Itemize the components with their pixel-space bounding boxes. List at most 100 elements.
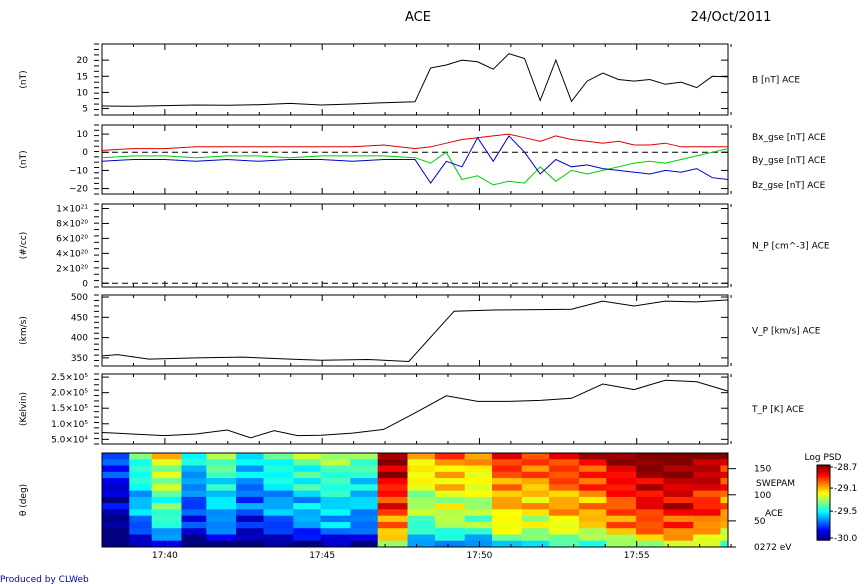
- heatmap-cell: [693, 496, 721, 504]
- heatmap-cell: [377, 465, 408, 473]
- heatmap-cell: [663, 503, 694, 510]
- colorbar-swatch: [817, 512, 830, 515]
- heatmap-cell: [407, 521, 436, 529]
- heatmap-cell: [293, 459, 322, 467]
- colorbar-swatch: [817, 483, 830, 486]
- panel-tp: 5.0×10⁴ 1.0×10⁵ 1.5×10⁵ 2.0×10⁵ 2.5×10⁵ (Kelv…: [19, 373, 804, 445]
- heatmap-cell: [263, 471, 294, 479]
- heatmap-cell: [320, 496, 351, 504]
- heatmap-cell: [293, 465, 322, 473]
- panel-vp-ytick-label: 350: [71, 354, 88, 364]
- heatmap-cell: [263, 496, 294, 504]
- heatmap-cell: [434, 528, 466, 535]
- heatmap-cell: [293, 534, 322, 542]
- panel-tp-series-line-0: [101, 379, 729, 439]
- heatmap-cell: [293, 478, 322, 485]
- panel-b-components-frame: [101, 124, 729, 195]
- heatmap-cell: [434, 540, 466, 548]
- heatmap-cell: [129, 534, 153, 542]
- heatmap-cell: [636, 528, 664, 535]
- heatmap-cell: [102, 478, 130, 485]
- panel-vp-frame: [101, 294, 729, 367]
- panel-swepam: 150 100 50 0272 eV SWEPAM ACE θ (deg): [19, 452, 795, 553]
- colorbar-swatch: [817, 532, 830, 535]
- heatmap-cell: [206, 478, 237, 485]
- heatmap-side-label-ace: ACE: [765, 509, 783, 519]
- heatmap-cell: [151, 465, 182, 473]
- heatmap-cell: [236, 459, 264, 467]
- colorbar-swatch: [817, 506, 830, 509]
- heatmap-cell: [350, 528, 379, 535]
- heatmap-cell: [181, 478, 207, 485]
- heatmap-cell: [636, 534, 664, 542]
- heatmap-cell: [492, 503, 523, 510]
- panel-tp-frame: [101, 373, 729, 445]
- panel-vp-ytick-label: 450: [71, 313, 88, 323]
- panel-tp-ytick-label: 2.0×10⁵: [51, 389, 88, 399]
- heatmap-cell: [350, 490, 379, 498]
- heatmap-cell: [663, 478, 694, 485]
- colorbar-swatch: [817, 508, 830, 511]
- heatmap-cell: [236, 490, 264, 498]
- heatmap-cell: [720, 490, 729, 498]
- heatmap-cell: [350, 453, 379, 460]
- colorbar-swatch: [817, 481, 830, 484]
- produced-by: Produced by CLWeb: [0, 575, 89, 584]
- heatmap-ytick-label: 50: [754, 517, 766, 527]
- heatmap-cell: [521, 465, 550, 473]
- colorbar-swatch: [817, 465, 830, 467]
- heatmap-ytick-label: 150: [754, 465, 771, 475]
- heatmap-cell: [236, 515, 264, 523]
- heatmap-cell: [181, 528, 207, 535]
- panel-b-components-series-line-2: [101, 135, 729, 184]
- heatmap-cell: [236, 521, 264, 529]
- heatmap-cell: [606, 490, 637, 498]
- heatmap-cell: [377, 471, 408, 479]
- heatmap-cell: [407, 459, 436, 467]
- heatmap-cell: [236, 534, 264, 542]
- heatmap-cell: [521, 503, 550, 510]
- heatmap-cell: [663, 484, 694, 492]
- heatmap-cell: [293, 521, 322, 529]
- heatmap-cell: [434, 484, 466, 492]
- heatmap-cell: [377, 515, 408, 523]
- heatmap-cell: [606, 503, 637, 510]
- heatmap-cell: [151, 515, 182, 523]
- heatmap-cell: [693, 534, 721, 542]
- heatmap-cell: [129, 496, 153, 504]
- heatmap-cell: [663, 471, 694, 479]
- colorbar-swatch: [817, 478, 830, 481]
- heatmap-cell: [151, 540, 182, 548]
- heatmap-cell: [206, 496, 237, 504]
- colorbar-swatch: [817, 497, 830, 500]
- colorbar-swatch: [817, 517, 830, 520]
- heatmap-cell: [636, 490, 664, 498]
- heatmap-cell: [464, 465, 493, 473]
- heatmap-cell: [636, 465, 664, 473]
- heatmap-cell: [377, 521, 408, 529]
- heatmap-cell: [693, 459, 721, 467]
- heatmap-cell: [102, 534, 130, 542]
- heatmap-cell: [549, 471, 580, 479]
- colorbar-swatch: [817, 510, 830, 512]
- heatmap-cell: [549, 459, 580, 467]
- heatmap-cell: [492, 471, 523, 479]
- heatmap-cell: [151, 490, 182, 498]
- heatmap-cell: [181, 459, 207, 467]
- colorbar-swatch: [817, 490, 830, 492]
- heatmap-cell: [151, 509, 182, 517]
- heatmap-cell: [579, 484, 607, 492]
- heatmap-cell: [181, 509, 207, 517]
- heatmap-cell: [434, 465, 466, 473]
- heatmap-cell: [206, 484, 237, 492]
- heatmap-cell: [434, 471, 466, 479]
- colorbar-swatch: [817, 507, 830, 510]
- heatmap-cell: [693, 465, 721, 473]
- colorbar-swatch: [817, 485, 830, 487]
- heatmap-cell: [636, 515, 664, 523]
- heatmap-cell: [129, 459, 153, 467]
- panel-b-series-line-0: [101, 53, 729, 107]
- heatmap-cell: [606, 515, 637, 523]
- heatmap-cell: [320, 490, 351, 498]
- heatmap-cell: [549, 484, 580, 492]
